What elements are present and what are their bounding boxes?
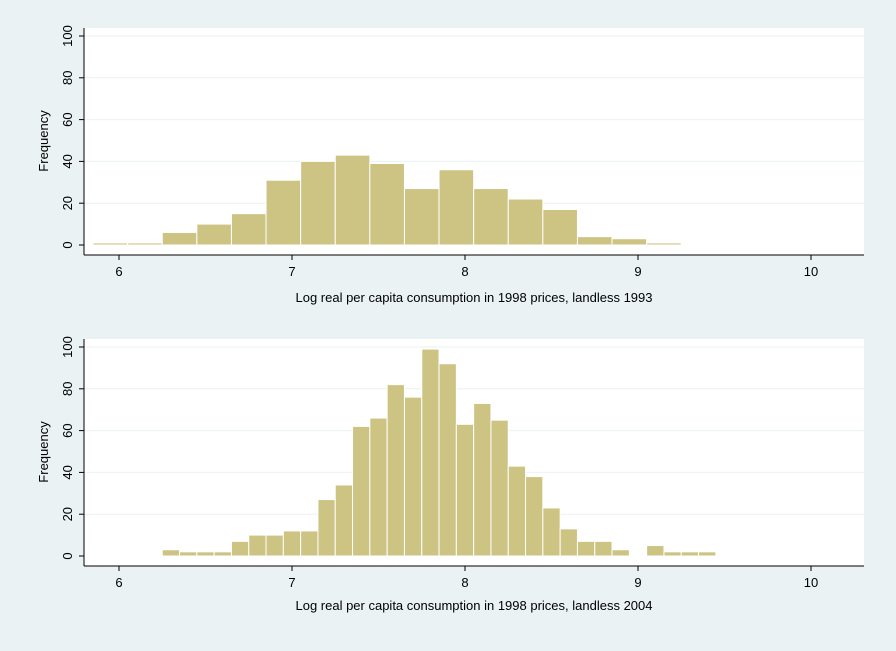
histogram-bar bbox=[680, 551, 700, 557]
histogram-bar bbox=[265, 534, 284, 557]
y-ticks: 0 20 40 60 80 100 bbox=[60, 336, 84, 560]
histogram-bar bbox=[403, 188, 440, 246]
histogram-bar bbox=[507, 465, 527, 557]
histogram-bar bbox=[196, 551, 215, 557]
y-tick-label: 100 bbox=[60, 336, 75, 358]
x-tick-label: 9 bbox=[634, 264, 641, 279]
y-tick-label: 60 bbox=[60, 423, 75, 437]
histogram-bar bbox=[663, 551, 682, 557]
histogram-bar bbox=[594, 540, 613, 557]
histogram-bar bbox=[179, 551, 198, 557]
x-tick-label: 10 bbox=[804, 264, 818, 279]
histogram-bar bbox=[386, 384, 405, 557]
x-tick-label: 8 bbox=[461, 264, 468, 279]
y-tick-label: 0 bbox=[60, 241, 75, 248]
histogram-bar bbox=[230, 540, 250, 557]
histogram-bar bbox=[403, 396, 423, 557]
histogram-bar bbox=[369, 162, 405, 246]
histogram-bar bbox=[559, 528, 578, 557]
histogram-bar bbox=[127, 242, 163, 246]
x-tick-label: 9 bbox=[634, 575, 641, 590]
y-ticks: 0 20 40 60 80 100 bbox=[60, 25, 84, 249]
histogram-bar bbox=[213, 551, 232, 557]
x-tick-label: 6 bbox=[115, 575, 122, 590]
x-tick-label: 6 bbox=[115, 264, 122, 279]
y-tick-label: 80 bbox=[60, 71, 75, 85]
y-tick-label: 0 bbox=[60, 552, 75, 559]
histogram-panel-2004: 0 20 40 60 80 100 6 7 8 9 10 Frequency Log real p… bbox=[36, 336, 864, 613]
histogram-bar bbox=[282, 530, 302, 557]
x-ticks: 6 7 8 9 10 bbox=[115, 566, 818, 590]
histogram-bar bbox=[196, 223, 232, 246]
y-tick-label: 40 bbox=[60, 465, 75, 479]
histogram-bar bbox=[473, 402, 492, 557]
x-ticks: 6 7 8 9 10 bbox=[115, 255, 818, 279]
y-tick-label: 100 bbox=[60, 25, 75, 47]
histogram-bar bbox=[369, 417, 388, 557]
histogram-bar bbox=[300, 530, 319, 557]
y-axis-label: Frequency bbox=[36, 421, 51, 483]
histogram-bar bbox=[230, 213, 267, 246]
histogram-bar bbox=[352, 425, 371, 557]
x-tick-label: 7 bbox=[288, 575, 295, 590]
histogram-bar bbox=[611, 549, 630, 557]
histogram-bar bbox=[248, 534, 267, 557]
x-axis-label: Log real per capita consumption in 1998 … bbox=[295, 598, 652, 613]
histogram-bar bbox=[161, 549, 181, 557]
y-tick-label: 40 bbox=[60, 154, 75, 168]
histogram-bar bbox=[300, 160, 336, 246]
histogram-bar bbox=[576, 236, 613, 246]
histogram-bar bbox=[438, 169, 475, 246]
x-tick-label: 8 bbox=[461, 575, 468, 590]
x-tick-label: 7 bbox=[288, 264, 295, 279]
histogram-bar bbox=[455, 423, 475, 557]
histogram-bar bbox=[611, 238, 648, 246]
histogram-bar bbox=[334, 154, 371, 246]
histogram-bar bbox=[542, 507, 561, 557]
histogram-bar bbox=[507, 198, 544, 246]
histogram-bar bbox=[421, 348, 440, 557]
histogram-bar bbox=[334, 484, 354, 557]
histogram-bar bbox=[646, 545, 665, 557]
histogram-bar bbox=[698, 551, 717, 557]
histogram-bar bbox=[542, 208, 578, 246]
histogram-bar bbox=[317, 499, 336, 557]
y-tick-label: 80 bbox=[60, 382, 75, 396]
histogram-bars bbox=[161, 348, 717, 557]
histogram-bar bbox=[92, 242, 129, 246]
histogram-bar bbox=[646, 242, 682, 246]
histogram-bar bbox=[473, 188, 509, 246]
histogram-bar bbox=[490, 419, 509, 557]
y-tick-label: 60 bbox=[60, 112, 75, 126]
x-tick-label: 10 bbox=[804, 575, 818, 590]
y-tick-label: 20 bbox=[60, 196, 75, 210]
histogram-bar bbox=[525, 476, 544, 557]
y-tick-label: 20 bbox=[60, 507, 75, 521]
x-axis-label: Log real per capita consumption in 1998 … bbox=[295, 290, 652, 305]
histogram-bar bbox=[265, 179, 302, 246]
histogram-bar bbox=[576, 540, 596, 557]
histogram-bar bbox=[161, 231, 198, 246]
histogram-bars bbox=[92, 154, 682, 246]
histogram-panel-1993: 0 20 40 60 80 100 6 7 8 9 10 Frequency Log real p… bbox=[36, 25, 864, 305]
histogram-bar bbox=[438, 363, 457, 557]
y-axis-label: Frequency bbox=[36, 110, 51, 172]
